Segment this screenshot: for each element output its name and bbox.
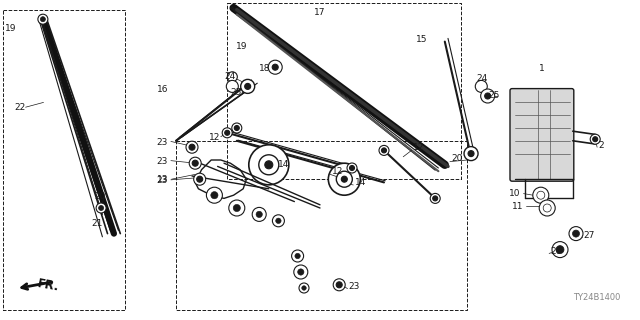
Text: 23: 23 — [157, 176, 168, 185]
Text: 27: 27 — [584, 231, 595, 240]
Circle shape — [464, 147, 478, 161]
Circle shape — [381, 148, 387, 153]
Circle shape — [430, 193, 440, 204]
Text: 1: 1 — [539, 64, 545, 73]
Circle shape — [295, 253, 300, 259]
Text: FR.: FR. — [36, 277, 60, 294]
Circle shape — [227, 72, 237, 82]
Circle shape — [292, 250, 303, 262]
Text: 11: 11 — [512, 202, 524, 211]
Circle shape — [543, 204, 551, 212]
Circle shape — [186, 141, 198, 153]
Text: 19: 19 — [236, 42, 247, 51]
Circle shape — [573, 230, 579, 237]
Circle shape — [234, 125, 239, 131]
Circle shape — [532, 187, 548, 203]
Text: 22: 22 — [15, 103, 26, 112]
Circle shape — [349, 165, 355, 171]
Text: 25: 25 — [488, 92, 500, 100]
Circle shape — [189, 157, 201, 169]
Circle shape — [196, 176, 203, 182]
Circle shape — [468, 151, 474, 156]
Circle shape — [229, 200, 245, 216]
Text: 14: 14 — [278, 160, 290, 169]
Circle shape — [273, 215, 284, 227]
Text: 20: 20 — [451, 154, 463, 163]
Circle shape — [433, 196, 438, 201]
Circle shape — [233, 204, 241, 212]
Text: 23: 23 — [349, 282, 360, 291]
Text: 20: 20 — [95, 192, 106, 201]
Text: 17: 17 — [314, 8, 325, 17]
Circle shape — [476, 80, 487, 92]
Circle shape — [259, 155, 279, 175]
Circle shape — [336, 282, 342, 288]
Circle shape — [232, 123, 242, 133]
Circle shape — [481, 89, 495, 103]
Text: 14: 14 — [355, 178, 367, 187]
Circle shape — [194, 173, 205, 185]
Text: 18: 18 — [259, 64, 271, 73]
Circle shape — [341, 176, 348, 182]
Circle shape — [569, 227, 583, 241]
Circle shape — [38, 14, 48, 24]
Circle shape — [244, 84, 251, 89]
Circle shape — [40, 17, 45, 22]
Circle shape — [96, 203, 106, 213]
Circle shape — [225, 130, 230, 135]
Text: TY24B1400: TY24B1400 — [573, 293, 621, 302]
Circle shape — [192, 160, 198, 166]
Text: 24: 24 — [477, 74, 488, 83]
Text: 21: 21 — [91, 220, 102, 228]
Circle shape — [347, 163, 357, 173]
Circle shape — [484, 93, 491, 99]
Circle shape — [590, 134, 600, 144]
FancyBboxPatch shape — [510, 89, 574, 181]
Circle shape — [298, 269, 304, 275]
Circle shape — [268, 60, 282, 74]
Text: 19: 19 — [5, 24, 17, 33]
Circle shape — [379, 145, 389, 156]
Text: 12: 12 — [332, 167, 343, 176]
Circle shape — [333, 279, 345, 291]
Circle shape — [276, 218, 281, 223]
Circle shape — [227, 80, 238, 92]
Text: 10: 10 — [509, 189, 520, 198]
Circle shape — [328, 163, 360, 195]
Circle shape — [540, 200, 556, 216]
Circle shape — [301, 286, 307, 290]
Text: 2: 2 — [598, 141, 604, 150]
Circle shape — [294, 265, 308, 279]
Text: 24: 24 — [224, 72, 236, 81]
Circle shape — [272, 64, 278, 70]
Circle shape — [556, 246, 564, 253]
Text: 13: 13 — [157, 175, 168, 184]
Text: 25: 25 — [230, 88, 242, 97]
Circle shape — [256, 211, 262, 218]
Text: 15: 15 — [416, 36, 428, 44]
Text: 12: 12 — [413, 143, 424, 152]
Circle shape — [552, 242, 568, 258]
Text: 26: 26 — [550, 247, 562, 256]
Circle shape — [537, 191, 545, 199]
Text: 23: 23 — [157, 157, 168, 166]
Circle shape — [252, 207, 266, 221]
Circle shape — [249, 145, 289, 185]
Text: 12: 12 — [209, 133, 221, 142]
Circle shape — [299, 283, 309, 293]
Circle shape — [241, 79, 255, 93]
Circle shape — [99, 205, 104, 211]
Text: 23: 23 — [157, 138, 168, 147]
Circle shape — [211, 192, 218, 199]
Circle shape — [337, 171, 353, 187]
Circle shape — [593, 137, 598, 142]
Circle shape — [206, 187, 223, 203]
Circle shape — [189, 144, 195, 150]
Circle shape — [265, 161, 273, 169]
Circle shape — [222, 128, 232, 138]
Text: 16: 16 — [157, 85, 168, 94]
